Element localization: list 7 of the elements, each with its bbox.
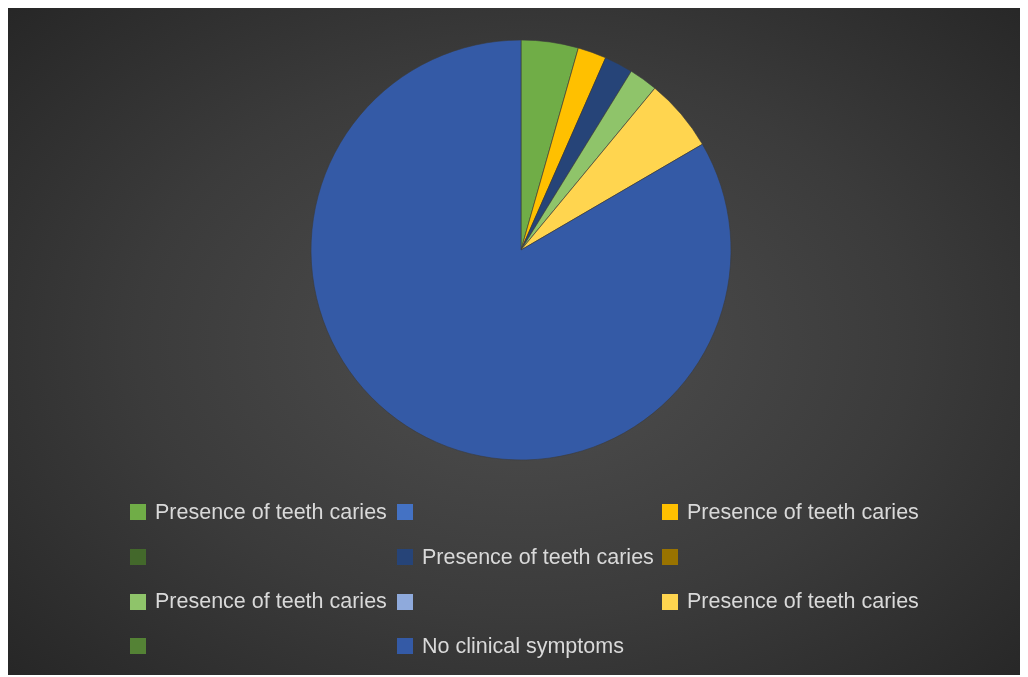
legend-label: Presence of teeth caries — [155, 499, 387, 525]
legend-label: Presence of teeth caries — [155, 589, 387, 615]
legend-label: Presence of teeth caries — [687, 589, 919, 615]
legend-label: Presence of teeth caries — [422, 544, 654, 570]
slice-label: No clinical symptoms — [422, 633, 624, 659]
pie-slice — [310, 39, 732, 460]
legend-label: Presence of teeth caries — [687, 499, 919, 525]
